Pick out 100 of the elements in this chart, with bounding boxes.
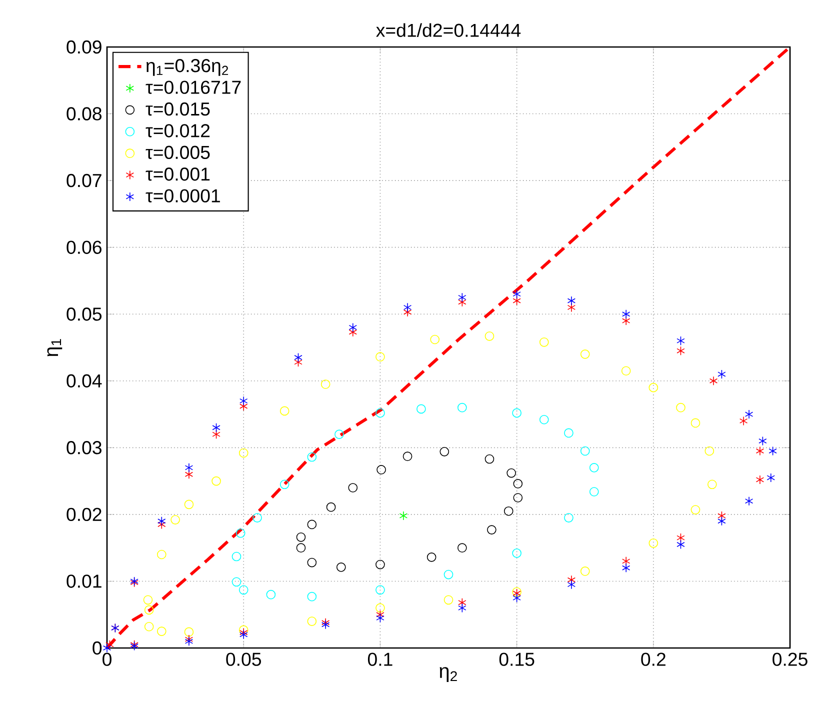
point	[102, 643, 112, 653]
y-axis-title: η$_{1}$	[47, 339, 62, 356]
point	[280, 406, 290, 416]
point	[622, 309, 630, 319]
point	[403, 302, 412, 312]
point	[399, 511, 408, 520]
point	[707, 480, 717, 490]
point	[709, 376, 718, 386]
point	[156, 550, 166, 560]
point	[768, 446, 777, 456]
x-tick-label: 0.05	[226, 652, 261, 666]
y-tick-label: 0.07	[66, 174, 102, 188]
point	[564, 428, 574, 438]
point	[676, 346, 685, 356]
point	[156, 626, 166, 636]
point	[484, 331, 494, 341]
point	[232, 552, 242, 562]
point	[580, 446, 590, 456]
point	[334, 430, 344, 439]
point	[348, 322, 357, 332]
y-tick-label: 0.03	[66, 441, 102, 454]
point	[238, 448, 248, 458]
point	[512, 408, 522, 418]
point	[376, 465, 386, 474]
point	[376, 613, 384, 623]
point	[458, 292, 466, 302]
x-tick-label: 0.1	[368, 652, 392, 666]
y-tick-label: 0.01	[66, 574, 102, 588]
point	[280, 480, 290, 490]
point	[567, 580, 576, 590]
point	[212, 430, 220, 439]
point	[184, 470, 194, 480]
point	[376, 352, 385, 362]
point	[170, 515, 180, 524]
point	[622, 316, 630, 326]
point	[739, 416, 748, 426]
legend-label: τ=0.012	[146, 124, 210, 138]
point	[376, 408, 385, 418]
x-tick-label: 0.25	[772, 652, 808, 666]
point	[744, 410, 754, 419]
point	[458, 603, 466, 613]
point	[539, 337, 549, 347]
point	[676, 402, 686, 412]
point	[144, 605, 154, 615]
point	[440, 447, 450, 456]
point	[756, 446, 764, 456]
point	[212, 422, 220, 432]
point	[266, 590, 276, 600]
legend-label: η$_{1}$=0.36η$_{2}$	[146, 59, 228, 76]
point	[648, 538, 658, 548]
point	[676, 540, 685, 550]
y-tick-label: 0.02	[66, 508, 102, 522]
point	[143, 595, 153, 605]
y-tick-label: 0.06	[66, 240, 102, 254]
x-tick-label: 0.15	[499, 652, 534, 666]
point	[294, 352, 302, 362]
point	[376, 603, 385, 613]
point	[212, 476, 221, 486]
point	[504, 506, 514, 516]
point	[240, 402, 248, 411]
point	[158, 516, 166, 526]
point	[513, 479, 523, 488]
point	[589, 487, 599, 496]
point	[690, 505, 700, 514]
point	[238, 625, 248, 635]
point	[567, 302, 576, 312]
point	[567, 296, 576, 306]
point	[144, 622, 154, 632]
point	[512, 548, 522, 558]
point	[238, 585, 248, 595]
point	[252, 513, 262, 522]
point	[326, 502, 336, 512]
point	[430, 334, 440, 344]
point	[307, 616, 317, 626]
point	[512, 296, 521, 306]
point	[512, 289, 521, 299]
point	[376, 585, 385, 595]
point	[376, 560, 385, 570]
legend-label: τ=0.001	[146, 168, 210, 181]
point	[458, 543, 467, 552]
point	[236, 528, 246, 538]
point	[487, 525, 496, 534]
chart-title: x=d1/d2=0.14444	[376, 23, 521, 37]
point	[512, 593, 521, 603]
point	[444, 570, 454, 580]
point	[307, 592, 317, 602]
point	[307, 520, 317, 530]
point	[622, 556, 630, 566]
legend-label: τ=0.0001	[146, 189, 220, 202]
point	[621, 366, 631, 376]
point	[676, 336, 685, 346]
point	[506, 468, 516, 478]
point	[744, 496, 754, 506]
legend-label: τ=0.016717	[146, 80, 241, 94]
point	[232, 577, 242, 587]
point	[622, 563, 630, 573]
x-tick-label: 0.2	[641, 652, 666, 666]
point	[756, 475, 764, 484]
point	[704, 446, 714, 456]
point	[444, 595, 454, 605]
